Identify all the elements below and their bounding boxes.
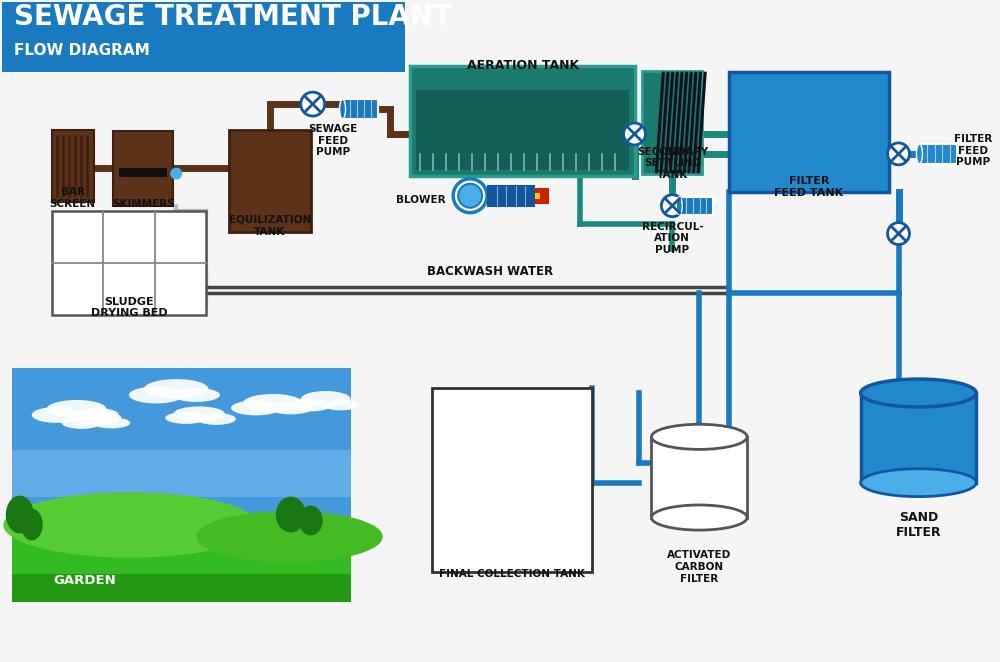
Ellipse shape: [301, 391, 351, 407]
Circle shape: [170, 167, 182, 179]
Ellipse shape: [861, 469, 976, 496]
Bar: [12, 528, 351, 602]
Text: ACTIVATED
CARBON
FILTER: ACTIVATED CARBON FILTER: [667, 550, 731, 584]
Ellipse shape: [340, 99, 346, 119]
Circle shape: [624, 123, 645, 145]
Ellipse shape: [165, 412, 207, 424]
Ellipse shape: [3, 492, 257, 558]
Ellipse shape: [32, 407, 82, 423]
Bar: [861, 393, 976, 483]
Ellipse shape: [861, 379, 976, 407]
Text: GARDEN: GARDEN: [54, 574, 116, 587]
Text: SEWAGE TREATMENT PLANT: SEWAGE TREATMENT PLANT: [14, 3, 452, 31]
Bar: [729, 72, 889, 192]
Ellipse shape: [172, 388, 220, 402]
Ellipse shape: [276, 496, 306, 532]
Bar: [12, 450, 351, 497]
Ellipse shape: [676, 197, 682, 214]
Bar: [432, 388, 592, 573]
Ellipse shape: [290, 399, 332, 411]
Bar: [487, 185, 535, 207]
Bar: [535, 188, 549, 204]
Bar: [229, 130, 311, 232]
Text: FLOW DIAGRAM: FLOW DIAGRAM: [14, 43, 150, 58]
Ellipse shape: [196, 413, 236, 425]
Circle shape: [888, 143, 909, 165]
Ellipse shape: [269, 401, 313, 414]
Circle shape: [661, 195, 683, 216]
Text: BAR
SCREEN: BAR SCREEN: [50, 187, 96, 209]
Text: BLOWER: BLOWER: [396, 195, 445, 205]
Ellipse shape: [72, 411, 121, 425]
Bar: [2, 3, 405, 72]
Text: SEWAGE
FEED
PUMP: SEWAGE FEED PUMP: [308, 124, 357, 157]
Ellipse shape: [62, 417, 101, 429]
Bar: [343, 99, 378, 119]
Bar: [651, 437, 747, 518]
Bar: [119, 168, 167, 177]
Text: BACKWASH WATER: BACKWASH WATER: [427, 265, 553, 279]
Circle shape: [453, 179, 487, 213]
Ellipse shape: [144, 379, 209, 399]
Circle shape: [458, 184, 482, 208]
Text: FILTER
FEED TANK: FILTER FEED TANK: [774, 176, 843, 198]
Text: SAND
FILTER: SAND FILTER: [896, 510, 941, 539]
Bar: [410, 66, 635, 176]
Ellipse shape: [651, 424, 747, 449]
Bar: [12, 368, 351, 602]
Bar: [919, 144, 957, 164]
Ellipse shape: [323, 399, 358, 410]
Ellipse shape: [21, 508, 43, 540]
Bar: [535, 193, 540, 199]
Bar: [679, 197, 713, 214]
Text: AERATION TANK: AERATION TANK: [467, 59, 579, 72]
Ellipse shape: [196, 511, 383, 563]
Ellipse shape: [93, 418, 130, 428]
Ellipse shape: [74, 408, 119, 422]
Circle shape: [301, 92, 325, 116]
Ellipse shape: [129, 387, 184, 403]
Ellipse shape: [231, 401, 281, 416]
Bar: [113, 131, 173, 206]
Ellipse shape: [47, 400, 106, 418]
Ellipse shape: [243, 394, 303, 412]
Ellipse shape: [916, 144, 922, 164]
Bar: [52, 211, 206, 315]
Text: FINAL COLLECTION TANK: FINAL COLLECTION TANK: [439, 569, 585, 579]
Ellipse shape: [299, 506, 323, 536]
Ellipse shape: [6, 496, 34, 534]
Text: FILTER
FEED
PUMP: FILTER FEED PUMP: [954, 134, 992, 167]
Bar: [642, 71, 702, 174]
Text: RECIRCUL-
ATION
PUMP: RECIRCUL- ATION PUMP: [642, 222, 703, 255]
Text: SECONDARY
SETTLING
TANK: SECONDARY SETTLING TANK: [637, 146, 708, 180]
Bar: [52, 130, 94, 202]
Ellipse shape: [173, 406, 225, 422]
Circle shape: [888, 222, 909, 244]
Text: EQUILIZATION
TANK: EQUILIZATION TANK: [229, 215, 311, 236]
Text: SLUDGE
DRYING BED: SLUDGE DRYING BED: [91, 297, 168, 318]
Text: SKIMMERS: SKIMMERS: [112, 199, 175, 209]
Bar: [416, 90, 629, 170]
Bar: [12, 574, 351, 602]
Ellipse shape: [651, 505, 747, 530]
